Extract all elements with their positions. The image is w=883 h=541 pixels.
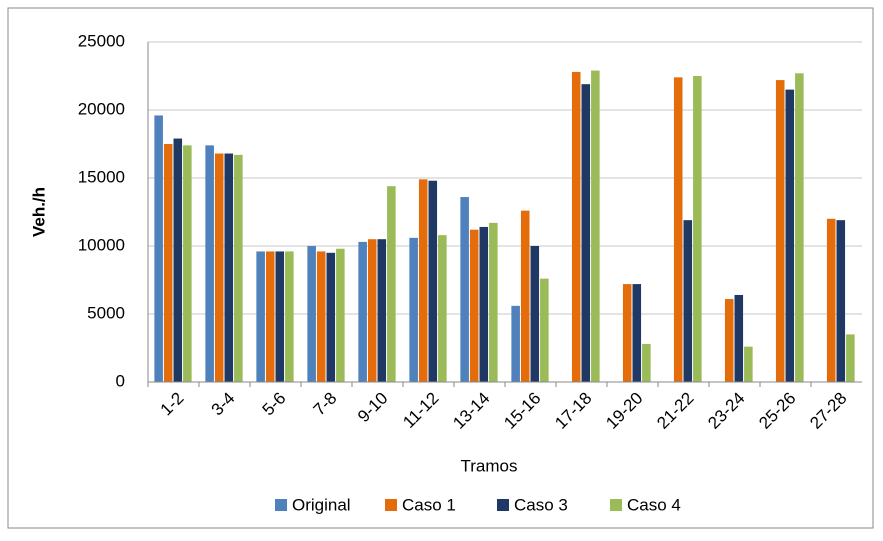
bar [428,180,438,382]
bar [336,248,345,382]
bar [511,305,520,382]
bar [581,84,591,382]
legend-label: Caso 3 [514,495,568,514]
bar [785,89,795,382]
bar [265,251,275,382]
y-tick-label: 5000 [87,303,125,322]
bar [183,145,192,382]
bar [205,145,214,382]
bar [154,115,163,382]
legend-label: Caso 4 [627,495,681,514]
y-axis-title: Veh./h [29,187,48,237]
bar [632,284,642,382]
bar [571,71,581,383]
bar [530,246,540,382]
bar [358,241,367,382]
bar [846,334,855,382]
bar [683,220,693,382]
bar [275,251,285,382]
bar [520,210,530,382]
bar [377,239,387,382]
bar [438,235,447,382]
bar [622,284,632,382]
bar [285,251,294,382]
x-axis-title: Tramos [461,456,518,475]
legend-label: Original [292,495,351,514]
bar [256,251,265,382]
bar [469,229,479,382]
legend-label: Caso 1 [402,495,456,514]
bar [387,186,396,382]
bar [734,294,744,382]
bar [775,80,785,382]
bar [316,251,326,382]
bar [489,222,498,382]
legend-swatch [275,499,287,511]
y-tick-label: 0 [116,371,125,390]
bar [224,153,234,382]
bar [163,144,173,382]
bar [307,246,316,382]
bar [326,252,336,382]
bar [234,154,243,382]
bar [642,343,651,382]
bar [409,237,418,382]
bar [724,299,734,382]
y-tick-label: 25000 [78,31,125,50]
legend-swatch [497,499,509,511]
bar [693,76,702,382]
bar [173,138,183,382]
bar [540,278,549,382]
bar [418,179,428,382]
bar [826,218,836,382]
y-tick-label: 10000 [78,235,125,254]
y-tick-label: 15000 [78,167,125,186]
bar [591,70,600,382]
bar [744,346,753,382]
legend-swatch [610,499,622,511]
bar [673,77,683,383]
bar [367,239,377,382]
bar [214,153,224,382]
bar [460,197,469,382]
bar [479,226,489,382]
bar [795,73,804,382]
bar [836,220,846,382]
y-tick-label: 20000 [78,99,125,118]
legend-swatch [385,499,397,511]
